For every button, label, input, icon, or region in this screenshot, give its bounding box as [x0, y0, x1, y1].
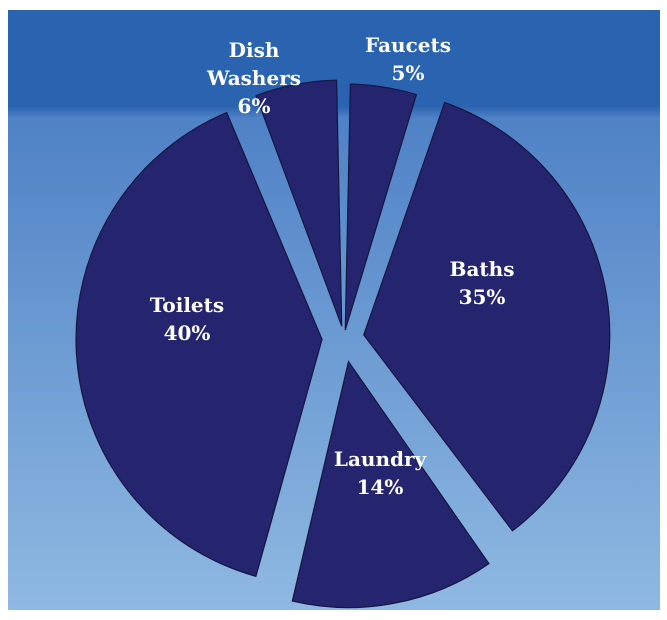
pie-value-label-faucets: 5%: [392, 61, 425, 85]
pie-labels: Faucets 5% Baths 35% Laundry 14% Toilets 40% Dis…: [150, 33, 515, 499]
pie-label-faucets: Faucets 5%: [365, 33, 451, 85]
pie-label-baths: Baths 35%: [450, 257, 515, 309]
pie-value-label-baths: 35%: [459, 285, 506, 309]
pie-slice-laundry: [291, 360, 490, 609]
pie-slices: [75, 79, 611, 609]
pie-category-label-dish-washers: Dish: [229, 38, 280, 62]
pie-category-label-dish-washers: Washers: [206, 66, 301, 90]
pie-category-label-toilets: Toilets: [150, 293, 224, 317]
pie-chart: Faucets 5% Baths 35% Laundry 14% Toilets 40% Dis…: [8, 10, 660, 610]
pie-value-label-laundry: 14%: [357, 475, 404, 499]
pie-category-label-faucets: Faucets: [365, 33, 451, 57]
pie-value-label-dish-washers: 6%: [238, 94, 271, 118]
pie-slice-baths: [363, 101, 611, 532]
pie-category-label-baths: Baths: [450, 257, 515, 281]
pie-slice-dish-washers: [255, 79, 343, 327]
chart-frame: Faucets 5% Baths 35% Laundry 14% Toilets 40% Dis…: [8, 10, 660, 610]
pie-label-laundry: Laundry 14%: [334, 447, 428, 499]
pie-category-label-laundry: Laundry: [334, 447, 428, 471]
pie-label-toilets: Toilets 40%: [150, 293, 224, 345]
pie-label-dish-washers: Dish Washers 6%: [206, 38, 301, 118]
pie-slice-faucets: [344, 83, 418, 331]
pie-slice-toilets: [75, 111, 323, 578]
pie-value-label-toilets: 40%: [164, 321, 211, 345]
